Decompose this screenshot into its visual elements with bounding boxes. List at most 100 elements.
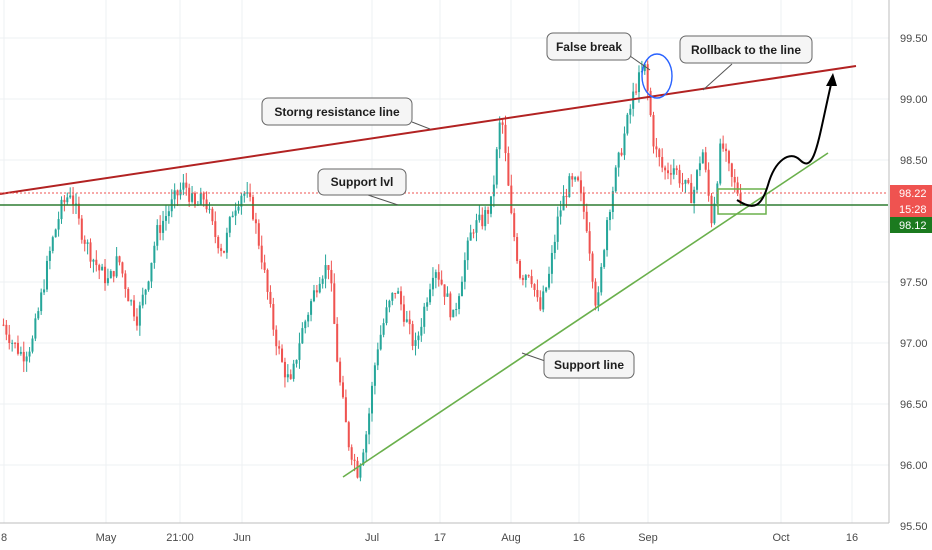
price-tag-last: 98.22 [890, 185, 932, 201]
candle-body [202, 193, 205, 200]
time-tick-label: 16 [846, 532, 858, 544]
candle-body [307, 314, 310, 322]
candle-body [353, 459, 356, 461]
time-tick-label: 8 [1, 532, 7, 544]
candle-body [286, 374, 289, 378]
candle-body [725, 148, 728, 152]
candle-body [63, 199, 66, 203]
candle-body [315, 290, 318, 293]
candle-body [246, 192, 249, 194]
candle-body [521, 277, 524, 280]
candle-body [101, 266, 104, 271]
candle-body [664, 167, 667, 171]
candle-body [289, 374, 292, 379]
candle-body [495, 149, 498, 185]
candle-body [475, 220, 478, 233]
candle-body [382, 323, 385, 335]
candle-body [95, 259, 98, 266]
candle-body [121, 262, 124, 274]
time-tick-label: Oct [772, 532, 789, 544]
candle-body [420, 326, 423, 336]
candle-body [57, 219, 60, 230]
candle-body [704, 152, 707, 170]
candle-body [211, 208, 214, 222]
candle-body [550, 252, 553, 274]
candle-body [19, 351, 22, 354]
candle-body [719, 143, 722, 184]
candle-body [237, 206, 240, 211]
support-trend-line [342, 152, 829, 478]
candle-body [408, 319, 411, 325]
candle-body [89, 242, 92, 262]
candle-body [159, 225, 162, 233]
candle-body [608, 211, 611, 221]
candle-body [518, 261, 522, 278]
candle-body [252, 196, 255, 220]
candle-body [649, 90, 652, 116]
candle-body [118, 256, 121, 263]
candle-body [16, 342, 19, 354]
candle-body [106, 278, 109, 284]
candle-body [260, 245, 263, 263]
candle-body [54, 229, 57, 238]
candle-body [458, 296, 461, 310]
candle-body [611, 191, 614, 212]
candle-body [92, 259, 95, 262]
price-tick-label: 97.00 [900, 338, 928, 350]
candle-body [83, 239, 86, 244]
candle-body [48, 250, 51, 261]
price-tag-countdown-text: 15:28 [899, 204, 927, 216]
candle-body [257, 223, 260, 246]
price-tick-label: 96.50 [900, 399, 928, 411]
candle-body [722, 143, 725, 149]
callout-support-line-text: Support line [554, 358, 624, 372]
candle-body [269, 291, 272, 304]
resistance-trend-line [0, 65, 857, 195]
candle-body [501, 122, 504, 125]
candle-body [164, 216, 167, 221]
candle-body [443, 284, 446, 297]
callout-pointer-false-break [629, 55, 651, 71]
candle-body [652, 115, 655, 147]
time-tick-label: Sep [638, 532, 658, 544]
candle-body [179, 189, 182, 196]
time-tick-label: 17 [434, 532, 446, 544]
candle-body [231, 215, 234, 218]
candle-body [620, 152, 623, 156]
candle-body [310, 301, 313, 315]
candle-body [86, 242, 89, 244]
candle-body [266, 269, 269, 292]
candle-body [481, 214, 484, 227]
candle-body [72, 195, 75, 205]
candle-body [524, 275, 527, 280]
candle-body [333, 283, 336, 324]
candle-body [733, 176, 736, 183]
candle-body [11, 342, 14, 344]
time-tick-label: 21:00 [166, 532, 194, 544]
candle-body [318, 283, 321, 293]
candle-body [295, 359, 298, 364]
candle-body [222, 250, 226, 253]
candle-body [591, 253, 594, 282]
price-tick-label: 99.00 [900, 94, 928, 106]
candle-body [350, 447, 353, 460]
candle-body [594, 281, 597, 306]
candle-body [530, 276, 533, 285]
candle-body [687, 179, 690, 183]
candle-body [240, 195, 243, 207]
candle-body [208, 208, 211, 210]
candle-body [562, 195, 565, 211]
candle-body [60, 199, 63, 220]
candle-body [414, 340, 417, 346]
candle-body [597, 292, 600, 306]
candle-body [507, 153, 510, 186]
candle-body [606, 220, 609, 251]
candle-body [423, 306, 426, 327]
candle-body [635, 91, 638, 93]
candle-body [701, 152, 704, 164]
candle-body [431, 277, 434, 290]
candle-body [614, 167, 617, 192]
candle-body [104, 266, 107, 284]
price-tick-label: 96.00 [900, 460, 928, 472]
time-tick-label: 16 [573, 532, 585, 544]
